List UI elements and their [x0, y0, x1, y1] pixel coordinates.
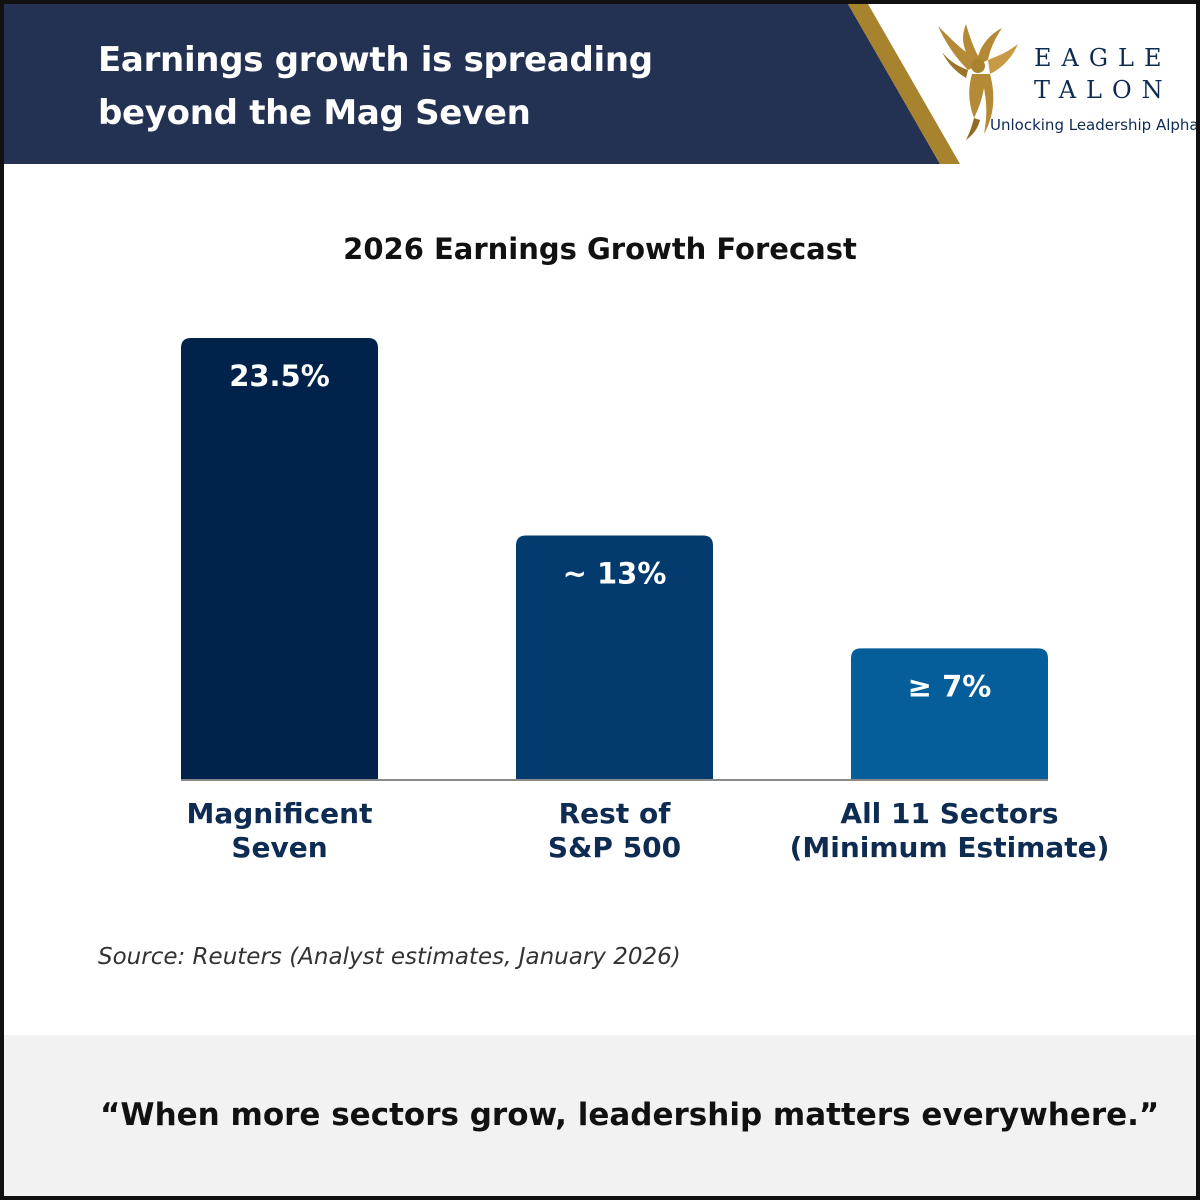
header-background — [4, 4, 960, 164]
headline-line-2: beyond the Mag Seven — [98, 93, 531, 133]
headline: Earnings growth is spreading beyond the … — [98, 34, 798, 140]
header-banner: Earnings growth is spreading beyond the … — [4, 4, 1196, 164]
source-note: Source: Reuters (Analyst estimates, Janu… — [98, 944, 681, 970]
bar-value-label-3: ≥ 7% — [908, 669, 992, 703]
footer-quote: “When more sectors grow, leadership matt… — [100, 1097, 1160, 1133]
eagle-icon — [938, 24, 1018, 140]
header-gold-stripe — [848, 4, 960, 164]
bar-value-label-2: ~ 13% — [563, 556, 667, 590]
bar-3 — [851, 648, 1048, 780]
category-label-3-line-2: (Minimum Estimate) — [790, 831, 1110, 864]
category-label-2-line-2: S&P 500 — [548, 831, 681, 864]
header-navy-panel — [4, 4, 940, 164]
bar-1 — [181, 338, 378, 780]
logo-word-talon: TALON — [1034, 76, 1173, 104]
logo-tagline: Unlocking Leadership Alpha — [990, 116, 1199, 134]
headline-line-1: Earnings growth is spreading — [98, 40, 653, 80]
logo-word-eagle: EAGLE — [1034, 44, 1172, 72]
category-label-1-line-1: Magnificent — [187, 797, 373, 830]
category-label-1-line-2: Seven — [231, 831, 327, 864]
chart-title: 2026 Earnings Growth Forecast — [343, 232, 857, 266]
footer-band: “When more sectors grow, leadership matt… — [4, 1035, 1196, 1196]
bar-2 — [516, 535, 713, 780]
category-label-2-line-1: Rest of — [559, 797, 672, 830]
category-label-3-line-1: All 11 Sectors — [840, 797, 1058, 830]
brand-logo: EAGLE TALON Unlocking Leadership Alpha — [928, 18, 1199, 148]
bar-value-label-1: 23.5% — [229, 359, 330, 393]
